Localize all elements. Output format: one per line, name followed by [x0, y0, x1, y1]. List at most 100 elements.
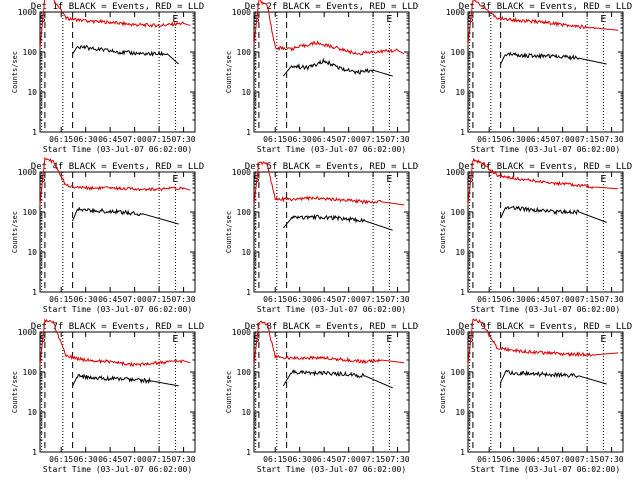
y-tick-label: 1: [246, 448, 251, 457]
x-tick-label: 06:30: [74, 295, 98, 304]
x-tick-label: 07:30: [600, 295, 624, 304]
plot-frame: [467, 331, 624, 453]
x-tick-label: 06:45: [526, 295, 550, 304]
y-tick-label: 100: [237, 368, 252, 377]
y-tick-label: 1: [32, 288, 37, 297]
x-tick-label: 07:00: [551, 135, 575, 144]
x-axis-label: Start Time (03-Jul-07 06:02:00): [471, 465, 620, 474]
marker-label: E: [172, 334, 178, 345]
y-tick-label: 100: [23, 368, 38, 377]
x-tick-label: 06:45: [312, 455, 336, 464]
x-tick-label: 06:30: [288, 455, 312, 464]
x-tick-label: 07:15: [361, 455, 385, 464]
x-axis-label: Start Time (03-Jul-07 06:02:00): [43, 145, 192, 154]
chart-title: Det 2f BLACK = Events, RED = LLD: [245, 2, 418, 12]
y-tick-label: 100: [451, 48, 466, 57]
chart-panel-1f: Det 1f BLACK = Events, RED = LLD 1 10 100 10…: [11, 0, 204, 154]
y-axis-label: Counts/sec: [439, 51, 447, 93]
series-events-line: [282, 369, 393, 389]
x-tick-label: 06:15: [49, 135, 73, 144]
y-tick-label: 1000: [232, 8, 251, 17]
y-tick-label: 1000: [18, 8, 37, 17]
y-tick-label: 100: [23, 48, 38, 57]
marker-label: E: [600, 14, 606, 25]
chart-title: Det 5f BLACK = Events, RED = LLD: [245, 162, 418, 172]
chart-title: Det 3f BLACK = Events, RED = LLD: [459, 2, 632, 12]
chart-panel-7f: Det 7f BLACK = Events, RED = LLD 1 10 100 10…: [11, 318, 204, 474]
y-tick-label: 1: [246, 128, 251, 137]
x-tick-label: 06:30: [288, 295, 312, 304]
y-tick-label: 1: [460, 448, 465, 457]
y-tick-label: 1000: [18, 328, 37, 337]
x-tick-label: 06:45: [526, 135, 550, 144]
y-axis-label: Counts/sec: [225, 51, 233, 93]
series-events-line: [283, 213, 393, 231]
marker-label: E: [600, 334, 606, 345]
chart-title: Det 1f BLACK = Events, RED = LLD: [31, 2, 204, 12]
x-tick-label: 06:15: [49, 295, 73, 304]
series-lld-line: [39, 157, 191, 206]
y-tick-label: 10: [241, 248, 251, 257]
y-tick-label: 10: [455, 408, 465, 417]
series-lld-line: [253, 161, 405, 206]
chart-panel-2f: Det 2f BLACK = Events, RED = LLD 1 10 100 10…: [225, 0, 418, 154]
x-tick-label: 06:45: [312, 135, 336, 144]
x-axis-label: Start Time (03-Jul-07 06:02:00): [471, 305, 620, 314]
y-tick-label: 1000: [446, 8, 465, 17]
marker-label: E: [386, 334, 392, 345]
x-axis-label: Start Time (03-Jul-07 06:02:00): [257, 145, 406, 154]
x-tick-label: 06:15: [477, 135, 501, 144]
y-tick-label: 10: [455, 248, 465, 257]
chart-panel-6f: Det 6f BLACK = Events, RED = LLD 1 10 100 10…: [439, 157, 632, 314]
x-tick-label: 06:15: [263, 295, 287, 304]
x-tick-label: 07:15: [575, 295, 599, 304]
x-tick-label: 07:30: [172, 455, 196, 464]
chart-title: Det 8f BLACK = Events, RED = LLD: [245, 322, 418, 332]
y-tick-label: 1000: [232, 328, 251, 337]
y-tick-label: 100: [23, 208, 38, 217]
chart-panel-5f: Det 5f BLACK = Events, RED = LLD 1 10 100 10…: [225, 161, 418, 314]
x-tick-label: 06:15: [263, 135, 287, 144]
x-tick-label: 07:30: [386, 135, 410, 144]
y-tick-label: 10: [241, 88, 251, 97]
x-tick-label: 07:15: [147, 295, 171, 304]
series-lld-line: [467, 157, 619, 206]
plot-frame: [253, 171, 410, 293]
x-tick-label: 07:00: [337, 295, 361, 304]
x-tick-label: 07:15: [361, 135, 385, 144]
y-tick-label: 1: [460, 128, 465, 137]
x-tick-label: 07:15: [361, 295, 385, 304]
y-tick-label: 1000: [446, 168, 465, 177]
y-tick-label: 10: [27, 408, 37, 417]
x-tick-label: 07:15: [147, 455, 171, 464]
x-tick-label: 06:45: [98, 295, 122, 304]
x-tick-label: 07:30: [172, 135, 196, 144]
y-tick-label: 10: [241, 408, 251, 417]
x-tick-label: 07:30: [386, 295, 410, 304]
plot-frame: [39, 331, 196, 453]
x-tick-label: 06:45: [526, 455, 550, 464]
y-tick-label: 1: [32, 128, 37, 137]
chart-panel-3f: Det 3f BLACK = Events, RED = LLD 1 10 100 10…: [439, 0, 632, 154]
series-lld-line: [467, 318, 619, 366]
x-tick-label: 06:30: [74, 135, 98, 144]
y-axis-label: Counts/sec: [11, 51, 19, 93]
x-tick-label: 07:30: [386, 455, 410, 464]
y-axis-label: Counts/sec: [11, 371, 19, 413]
plot-frame: [467, 11, 624, 133]
series-events-line: [72, 206, 179, 225]
x-tick-label: 07:15: [147, 135, 171, 144]
marker-label: E: [172, 174, 178, 185]
y-tick-label: 1: [32, 448, 37, 457]
series-events-line: [500, 369, 607, 385]
x-axis-label: Start Time (03-Jul-07 06:02:00): [257, 465, 406, 474]
series-lld-line: [39, 318, 191, 368]
chart-panel-4f: Det 4f BLACK = Events, RED = LLD 1 10 100 10…: [11, 157, 204, 314]
x-tick-label: 07:15: [575, 455, 599, 464]
series-lld-line: [253, 0, 405, 56]
marker-label: E: [386, 14, 392, 25]
x-tick-label: 06:45: [312, 295, 336, 304]
plot-frame: [253, 331, 410, 453]
x-tick-label: 06:30: [288, 135, 312, 144]
